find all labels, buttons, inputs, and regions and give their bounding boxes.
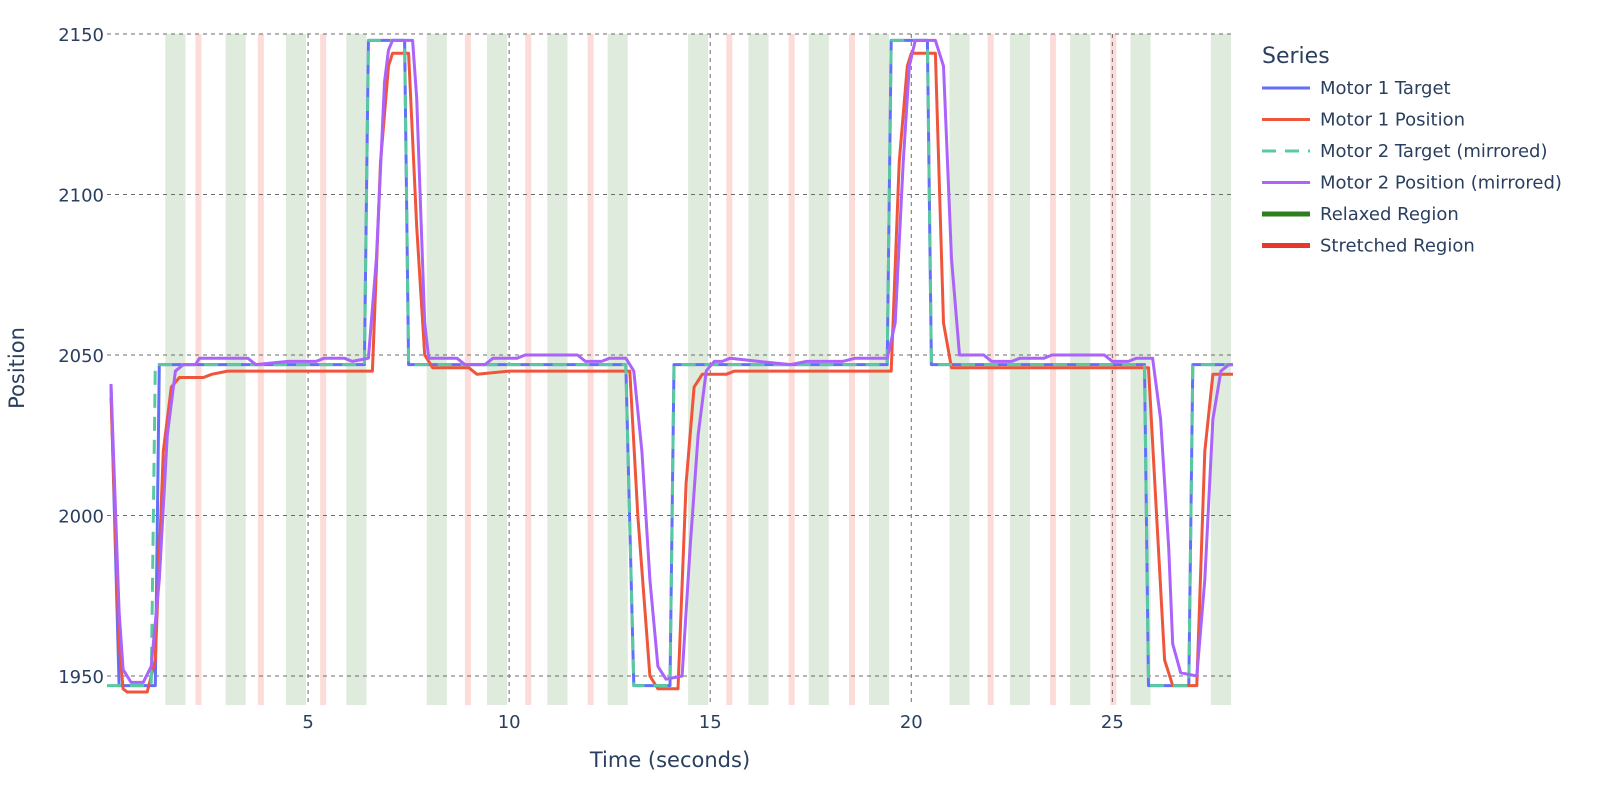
x-tick-label: 25 — [1101, 712, 1124, 733]
stretched-region-band — [1110, 34, 1117, 705]
relaxed-region-band — [688, 34, 709, 705]
stretched-region-band — [320, 34, 327, 705]
y-tick-label: 2000 — [58, 507, 104, 528]
stretched-region-band — [464, 34, 471, 705]
x-tick-label: 15 — [699, 712, 722, 733]
y-axis-title: Position — [5, 327, 29, 409]
stretched-region-band — [587, 34, 594, 705]
motor-1-target-line — [109, 38, 1233, 688]
x-tick-label: 10 — [498, 712, 521, 733]
stretched-region-band — [525, 34, 532, 705]
relaxed-region-band — [748, 34, 769, 705]
relaxed-region-band — [225, 34, 246, 705]
stretched-region-band — [1050, 34, 1057, 705]
relaxed-region-band — [346, 34, 367, 705]
y-tick-label: 2100 — [58, 186, 104, 207]
legend-label-motor-2-target-mirrored: Motor 2 Target (mirrored) — [1320, 141, 1548, 162]
stretched-region-band — [257, 34, 264, 705]
motor-2-position-mirrored-line — [109, 38, 1233, 684]
relaxed-region-band — [949, 34, 970, 705]
y-tick-label: 2150 — [58, 25, 104, 46]
y-tick-label: 2050 — [58, 346, 104, 367]
relaxed-region-band — [285, 34, 307, 705]
legend-title: Series — [1262, 44, 1330, 69]
x-axis-title: Time (seconds) — [589, 748, 750, 772]
x-tick-label: 5 — [302, 712, 313, 733]
stretched-region-band — [788, 34, 795, 705]
relaxed-region-band — [607, 34, 628, 705]
y-tick-label: 1950 — [58, 667, 104, 688]
relaxed-region-band — [869, 34, 890, 705]
motor-2-target-mirrored-line — [107, 38, 1233, 688]
legend-label-relaxed-region: Relaxed Region — [1320, 204, 1459, 225]
stretched-region-band — [726, 34, 733, 705]
relaxed-region-band — [1070, 34, 1091, 705]
stretched-region-band — [848, 34, 855, 705]
legend-label-motor-1-position: Motor 1 Position — [1320, 110, 1465, 131]
relaxed-region-band — [426, 34, 447, 705]
x-tick-label: 20 — [900, 712, 923, 733]
relaxed-region-band — [808, 34, 829, 705]
legend-label-stretched-region: Stretched Region — [1320, 236, 1475, 257]
relaxed-region-band — [1009, 34, 1030, 705]
relaxed-region-band — [487, 34, 508, 705]
stretched-region-band — [195, 34, 202, 705]
grid-lines — [107, 33, 1233, 705]
legend-label-motor-1-target: Motor 1 Target — [1320, 78, 1451, 99]
series-lines — [107, 38, 1233, 694]
legend: Series Motor 1 Target Motor 1 Position Mot… — [1262, 44, 1562, 257]
stretched-region-band — [987, 34, 994, 705]
relaxed-region-band — [547, 34, 568, 705]
tick-labels: 5 10 15 20 25 1950 2000 2050 2100 2150 — [58, 25, 1124, 733]
motor-1-position-line — [109, 51, 1233, 694]
region-bands — [165, 34, 1231, 705]
legend-label-motor-2-position-mirrored: Motor 2 Position (mirrored) — [1320, 173, 1562, 194]
